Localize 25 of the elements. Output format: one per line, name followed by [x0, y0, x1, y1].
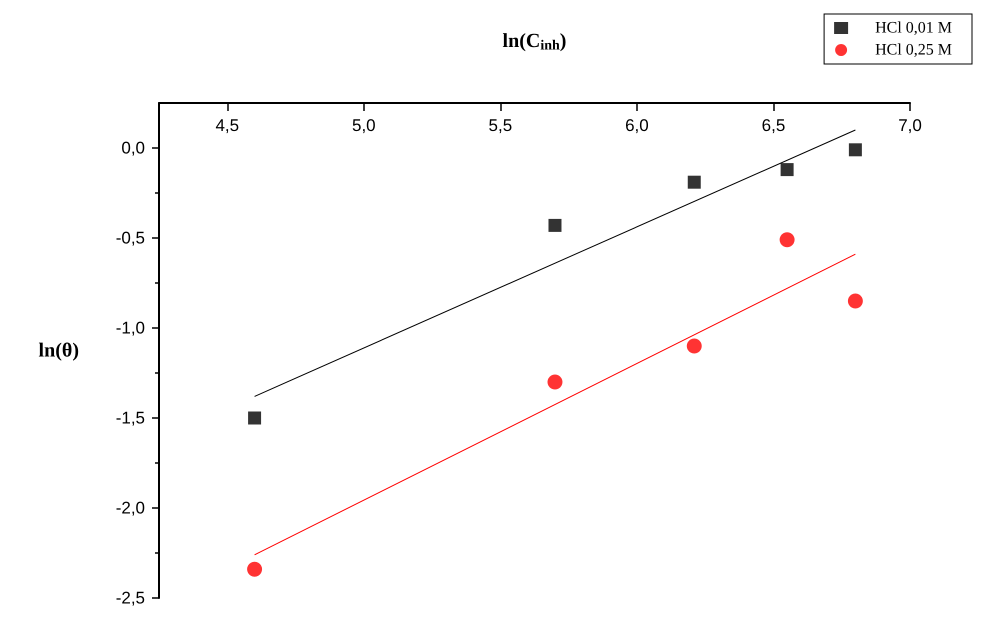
- point: [688, 176, 701, 189]
- x-tick-label: 7,0: [898, 116, 922, 135]
- point: [547, 374, 562, 390]
- x-tick-label: 5,0: [352, 116, 376, 135]
- y-tick-label: -1,0: [116, 318, 145, 338]
- point: [848, 143, 862, 156]
- x-tick-label: 6,5: [762, 116, 786, 135]
- point: [686, 338, 702, 354]
- point: [248, 412, 262, 424]
- legend-label: HCl 0,01 M: [875, 20, 952, 36]
- y-tick-label: -1,5: [116, 408, 145, 428]
- y-tick-label: -2,5: [116, 588, 145, 608]
- legend-label: HCl 0,25 M: [875, 42, 952, 58]
- y-tick-label: -0,5: [116, 228, 145, 248]
- point: [548, 218, 562, 232]
- x-tick-label: 5,5: [488, 116, 512, 135]
- point: [848, 294, 863, 308]
- point: [780, 232, 795, 248]
- point: [780, 163, 794, 176]
- y-tick-label: 0,0: [121, 138, 145, 158]
- x-tick-label: 4,5: [215, 116, 240, 135]
- y-tick-label: -2,0: [116, 498, 145, 518]
- y-axis-title: ln(θ): [38, 340, 79, 362]
- x-tick-label: 6,0: [625, 116, 649, 135]
- point: [247, 562, 262, 577]
